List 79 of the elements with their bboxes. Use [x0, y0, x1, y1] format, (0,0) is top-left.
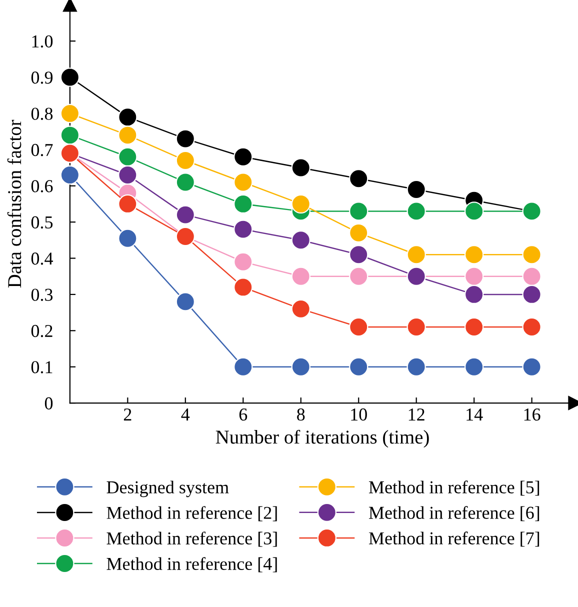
point: [522, 266, 542, 286]
point: [522, 284, 542, 304]
point: [349, 317, 368, 337]
point: [176, 292, 195, 312]
point: [118, 228, 138, 248]
legend-label: Method in reference [6]: [368, 506, 540, 522]
point: [291, 357, 310, 376]
y-tick-label: 0.3: [31, 288, 53, 301]
y-tick-label: 0.6: [31, 180, 53, 192]
point: [176, 172, 195, 192]
point: [349, 169, 368, 188]
x-tick-label: 6: [239, 408, 248, 421]
point: [406, 317, 426, 337]
point: [349, 266, 368, 286]
point: [349, 223, 368, 242]
y-axis-title: Data confusion factor: [7, 120, 22, 288]
point: [464, 266, 484, 286]
y-tick-label: 0.7: [31, 144, 53, 156]
point: [60, 165, 80, 185]
point: [406, 245, 426, 264]
legend-label: Method in reference [7]: [368, 532, 540, 547]
point: [464, 284, 484, 304]
point: [118, 147, 138, 166]
point: [464, 202, 484, 221]
x-tick-label: 4: [181, 408, 190, 420]
y-tick-label: 0.2: [31, 324, 52, 338]
y-tick-label: 0.1: [31, 361, 52, 374]
point: [60, 126, 80, 145]
x-tick-label: 16: [524, 408, 540, 421]
y-tick-label: 0.9: [31, 72, 53, 84]
point: [60, 104, 80, 124]
y-tick-label: 0: [44, 397, 53, 410]
point: [118, 194, 138, 214]
point: [176, 205, 195, 224]
point: [291, 266, 310, 286]
point: [234, 194, 253, 214]
x-tick-label: 10: [351, 408, 367, 421]
point: [406, 357, 426, 376]
legend-label: Designed system: [106, 480, 229, 498]
y-tick-label: 1.0: [32, 35, 53, 48]
point: [60, 68, 80, 87]
point: [291, 230, 310, 250]
x-axis-title: Number of iterations (time): [216, 430, 429, 448]
point: [176, 150, 195, 170]
point: [522, 357, 542, 376]
point: [464, 245, 484, 264]
point: [291, 299, 310, 319]
x-tick-label: 8: [297, 408, 305, 421]
point: [522, 317, 542, 337]
point: [522, 245, 542, 264]
point: [234, 357, 253, 376]
point: [234, 147, 253, 166]
y-tick-label: 0.5: [31, 216, 53, 229]
point: [234, 220, 253, 239]
x-tick-label: 12: [408, 408, 424, 420]
point: [118, 165, 138, 185]
point: [464, 357, 484, 376]
point: [234, 278, 253, 297]
y-tick-label: 0.4: [31, 252, 53, 265]
legend-label: Method in reference [3]: [106, 532, 277, 547]
point: [349, 357, 368, 376]
point: [291, 194, 310, 214]
x-tick-label: 2: [124, 408, 132, 420]
point: [349, 245, 368, 264]
point: [118, 107, 138, 127]
legend-label: Method in reference [5]: [368, 480, 540, 496]
point: [406, 202, 426, 221]
point: [349, 202, 368, 221]
legend-label: Method in reference [2]: [106, 506, 277, 522]
point: [291, 158, 310, 178]
point: [234, 252, 253, 272]
point: [406, 180, 426, 200]
legend-label: Method in reference [4]: [106, 557, 277, 572]
point: [464, 317, 484, 337]
y-tick-label: 0.8: [31, 108, 53, 120]
x-tick-label: 14: [466, 408, 483, 420]
point: [176, 129, 195, 148]
point: [118, 126, 138, 145]
point: [234, 172, 253, 192]
